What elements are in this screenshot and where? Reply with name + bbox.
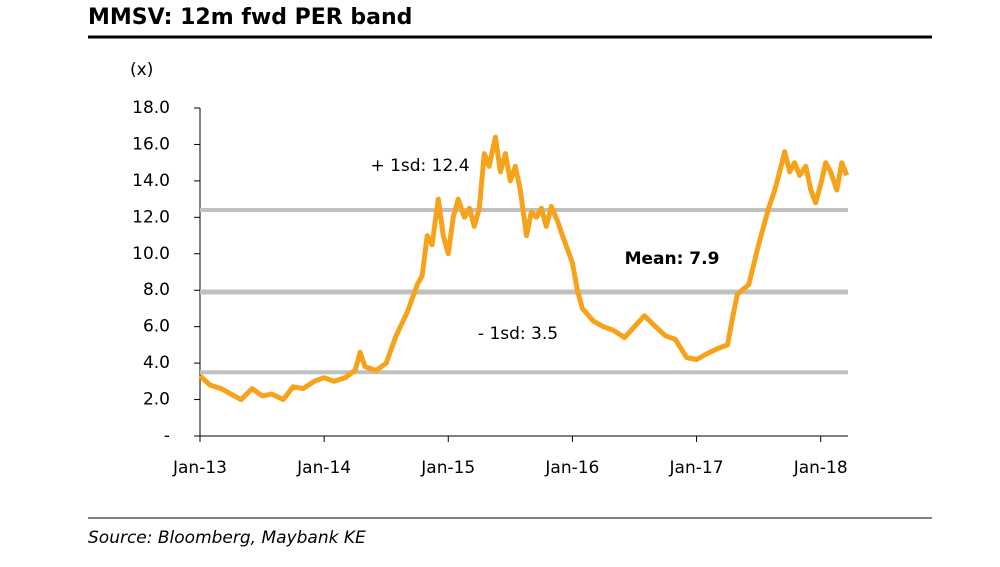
- y-tick-label: 6.0: [143, 317, 170, 337]
- x-tick-label: Jan-18: [793, 458, 848, 478]
- y-tick-label: -: [164, 426, 170, 446]
- band-label: + 1sd: 12.4: [370, 156, 469, 176]
- x-tick-label: Jan-16: [544, 458, 599, 478]
- y-tick-label: 2.0: [143, 390, 170, 410]
- y-tick-label: 8.0: [143, 280, 170, 300]
- band-label: Mean: 7.9: [625, 249, 720, 269]
- y-tick-label: 16.0: [132, 134, 170, 154]
- y-tick-label: 14.0: [132, 171, 170, 191]
- chart-title: MMSV: 12m fwd PER band: [88, 5, 412, 30]
- x-tick-label: Jan-15: [420, 458, 475, 478]
- x-tick-label: Jan-14: [296, 458, 351, 478]
- x-tick-label: Jan-13: [172, 458, 227, 478]
- y-tick-label: 18.0: [132, 98, 170, 118]
- y-tick-label: 4.0: [143, 353, 170, 373]
- source: Source: Bloomberg, Maybank KE: [88, 528, 366, 548]
- y-axis-label: (x): [130, 60, 153, 80]
- y-tick-label: 10.0: [132, 244, 170, 264]
- x-tick-label: Jan-17: [669, 458, 724, 478]
- series-line: [198, 134, 850, 403]
- band-label: - 1sd: 3.5: [478, 324, 558, 344]
- y-tick-label: 12.0: [132, 207, 170, 227]
